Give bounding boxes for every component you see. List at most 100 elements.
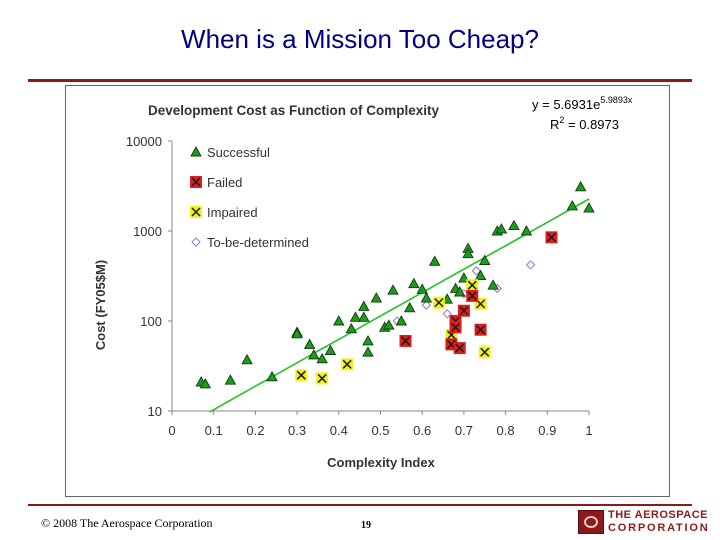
marker-cross bbox=[191, 207, 201, 217]
footer-divider bbox=[28, 504, 692, 506]
point-successful bbox=[508, 219, 520, 230]
marker-cross bbox=[296, 370, 306, 380]
legend-marker-successful bbox=[190, 146, 202, 157]
point-successful bbox=[487, 279, 499, 290]
x-tick-label: 0.9 bbox=[538, 423, 556, 438]
point-successful bbox=[395, 315, 408, 326]
point-impaired bbox=[466, 279, 479, 292]
marker-cross bbox=[476, 325, 486, 335]
x-tick-label: 1 bbox=[585, 423, 592, 438]
point-failed bbox=[457, 304, 470, 317]
data-points bbox=[195, 180, 595, 389]
fit-r2-exponent: 2 bbox=[559, 115, 564, 125]
y-tick-label: 10000 bbox=[126, 134, 162, 149]
marker-cross bbox=[434, 298, 444, 308]
fit-equation-base: y = 5.6931e bbox=[532, 97, 600, 112]
x-tick-label: 0.1 bbox=[205, 423, 223, 438]
trendline-path bbox=[209, 198, 590, 413]
chart-frame bbox=[65, 85, 670, 497]
chart-title: Development Cost as Function of Complexi… bbox=[148, 103, 440, 118]
legend-marker-failed bbox=[190, 176, 202, 188]
scatter-chart: Development Cost as Function of Complexi… bbox=[93, 95, 633, 470]
point-failed bbox=[466, 289, 479, 302]
point-successful bbox=[453, 286, 466, 297]
point-successful bbox=[266, 370, 278, 382]
point-successful bbox=[574, 180, 587, 192]
marker-cross bbox=[455, 343, 465, 353]
x-tick-label: 0.2 bbox=[246, 423, 264, 438]
point-to-be-determined bbox=[525, 260, 536, 270]
point-successful bbox=[291, 327, 303, 339]
point-successful bbox=[358, 311, 370, 322]
trendline bbox=[209, 198, 590, 413]
point-successful bbox=[387, 284, 399, 295]
point-successful bbox=[408, 277, 420, 289]
point-successful bbox=[370, 292, 383, 303]
point-successful bbox=[478, 254, 491, 265]
point-failed bbox=[449, 321, 462, 334]
x-tick-label: 0.5 bbox=[371, 423, 389, 438]
point-successful bbox=[495, 223, 508, 234]
point-successful bbox=[520, 225, 533, 236]
copyright-text: © 2008 The Aerospace Corporation bbox=[41, 516, 213, 530]
point-impaired bbox=[432, 296, 445, 309]
title-divider bbox=[28, 79, 692, 82]
marker-cross bbox=[191, 177, 201, 187]
point-successful bbox=[583, 202, 595, 213]
legend-label-impaired: Impaired bbox=[207, 205, 258, 220]
y-axis-label: Cost (FY05$M) bbox=[93, 260, 108, 350]
y-tick-label: 100 bbox=[140, 314, 162, 329]
point-successful bbox=[420, 292, 433, 303]
marker-cross bbox=[400, 336, 411, 346]
point-failed bbox=[453, 342, 466, 355]
point-successful bbox=[333, 315, 345, 326]
point-successful bbox=[241, 353, 253, 365]
point-failed bbox=[545, 231, 558, 244]
fit-equation: y = 5.6931e5.9893x R2 = 0.8973 bbox=[532, 95, 633, 132]
marker-cross bbox=[480, 347, 490, 357]
point-impaired bbox=[295, 369, 308, 382]
point-successful bbox=[224, 374, 237, 385]
aerospace-logo: THE AEROSPACE CORPORATION bbox=[578, 509, 718, 537]
point-successful bbox=[462, 247, 474, 259]
fit-r2-value: = 0.8973 bbox=[564, 117, 619, 132]
axes: 0 0.1 0.2 0.3 0.4 0.5 0.6 0.7 0.8 0.9 1 10 100 1000 10… bbox=[126, 134, 593, 438]
point-successful bbox=[358, 300, 370, 311]
marker-cross bbox=[317, 373, 327, 383]
point-impaired bbox=[316, 372, 329, 385]
point-successful bbox=[383, 319, 395, 330]
legend-marker-impaired bbox=[190, 206, 202, 218]
fit-equation-exponent: 5.9893x bbox=[600, 95, 633, 105]
svg-text:R2 = 0.8973: R2 = 0.8973 bbox=[550, 115, 619, 132]
legend-label-successful: Successful bbox=[207, 145, 270, 160]
x-tick-label: 0.7 bbox=[455, 423, 473, 438]
point-successful bbox=[566, 199, 579, 211]
point-successful bbox=[403, 301, 416, 313]
legend-marker-to-be-determined bbox=[191, 237, 201, 247]
marker-cross bbox=[459, 306, 469, 316]
legend-label-to-be-determined: To-be-determined bbox=[207, 235, 309, 250]
x-tick-label: 0.6 bbox=[413, 423, 431, 438]
point-impaired bbox=[478, 346, 491, 359]
point-successful bbox=[324, 344, 337, 355]
legend: Successful Failed Impaired To-be-determined bbox=[190, 145, 309, 250]
point-failed bbox=[399, 334, 412, 347]
point-successful bbox=[349, 311, 362, 322]
y-tick-label: 1000 bbox=[133, 224, 162, 239]
marker-cross bbox=[342, 359, 352, 369]
point-successful bbox=[362, 335, 374, 346]
point-failed bbox=[474, 323, 487, 336]
fit-r2-label: R bbox=[550, 117, 559, 132]
point-successful bbox=[416, 283, 428, 294]
point-successful bbox=[308, 348, 320, 360]
x-tick-label: 0 bbox=[168, 423, 175, 438]
point-impaired bbox=[341, 358, 354, 371]
point-to-be-determined bbox=[471, 266, 482, 276]
point-to-be-determined bbox=[442, 309, 452, 319]
point-successful bbox=[316, 352, 328, 364]
point-successful bbox=[199, 377, 212, 389]
point-successful bbox=[303, 338, 316, 349]
svg-text:y = 5.6931e5.9893x: y = 5.6931e5.9893x bbox=[532, 95, 633, 112]
x-tick-label: 0.3 bbox=[288, 423, 306, 438]
logo-text-line2: CORPORATION bbox=[608, 522, 710, 534]
